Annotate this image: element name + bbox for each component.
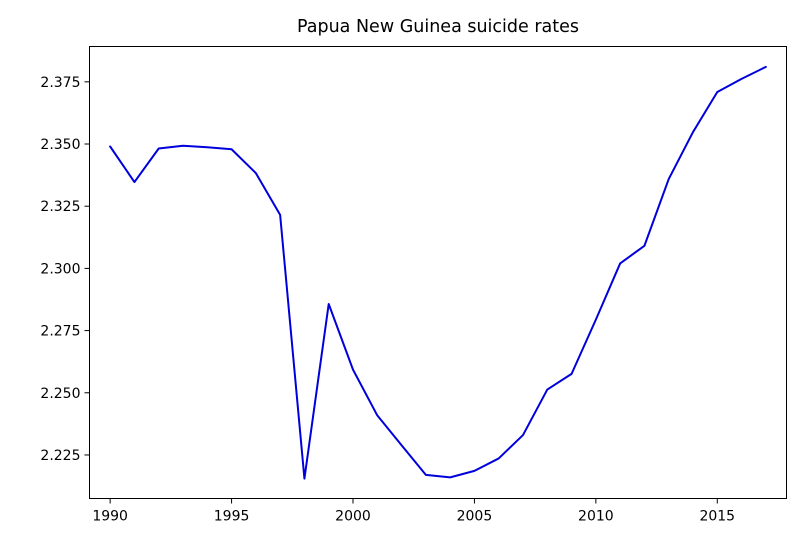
y-axis: 2.225 2.250 2.275 2.300 2.325 2.350 2.375 [40, 75, 90, 464]
plot-lines [109, 65, 767, 480]
y-tick-label: 2.250 [40, 386, 80, 402]
chart-title: Papua New Guinea suicide rates [297, 17, 579, 37]
plot-area-frame [89, 46, 787, 499]
y-tick-label: 2.325 [40, 199, 80, 215]
y-tick-label: 2.275 [40, 324, 80, 340]
x-tick-label: 1995 [214, 509, 250, 525]
x-axis: 1990 1995 2000 2005 2010 2015 [92, 498, 735, 525]
y-tick-label: 2.350 [40, 137, 80, 153]
y-tick-label: 2.225 [40, 448, 80, 464]
series-line [109, 65, 767, 480]
x-tick-label: 2015 [699, 509, 735, 525]
x-tick-label: 2000 [335, 509, 371, 525]
x-tick-label: 2010 [578, 509, 614, 525]
x-tick-label: 2005 [457, 509, 493, 525]
y-tick-label: 2.375 [40, 75, 80, 91]
x-tick-label: 1990 [92, 509, 128, 525]
y-tick-label: 2.300 [40, 261, 80, 277]
